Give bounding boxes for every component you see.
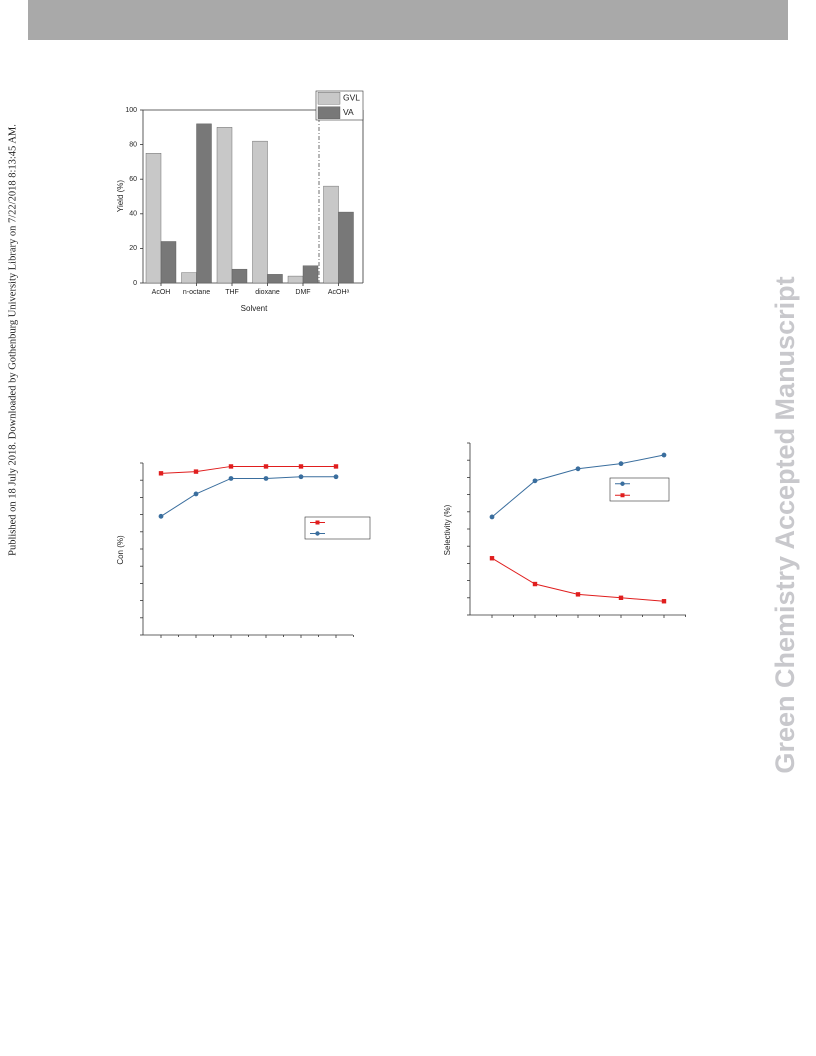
point <box>333 474 339 480</box>
y-tick-label: 80 <box>129 141 137 148</box>
legend-marker <box>315 531 320 536</box>
point <box>489 514 495 520</box>
y-tick-label: 0 <box>133 280 137 287</box>
y-axis-label: Con (%) <box>116 535 125 565</box>
bar <box>196 123 212 284</box>
side-note: Published on 18 July 2018. Downloaded by… <box>7 124 18 556</box>
bar <box>338 211 354 284</box>
y-tick-label: 60 <box>129 176 137 183</box>
point <box>263 476 269 481</box>
point <box>228 464 234 469</box>
point <box>532 478 538 484</box>
legend-marker <box>620 481 625 486</box>
point <box>575 466 581 472</box>
x-axis-label: Solvent <box>241 304 268 313</box>
legend-label: GVL <box>343 93 360 103</box>
point <box>193 469 199 474</box>
bar <box>302 265 319 284</box>
header-bar <box>28 0 788 40</box>
point <box>158 513 164 519</box>
point <box>263 464 269 469</box>
bar <box>287 275 304 284</box>
point <box>618 461 624 467</box>
y-tick-label: 100 <box>125 107 137 114</box>
point <box>661 452 667 458</box>
bar <box>267 274 283 284</box>
x-tick-label: THF <box>225 289 239 296</box>
bar <box>216 127 233 284</box>
y-tick-label: 20 <box>129 245 137 252</box>
y-tick-label: 40 <box>129 211 137 218</box>
x-tick-label: AcOHᵃ <box>328 289 350 296</box>
point <box>158 471 164 476</box>
watermark: Green Chemistry Accepted Manuscript <box>770 276 800 773</box>
x-tick-label: n-octane <box>183 289 210 296</box>
bar <box>252 140 268 284</box>
bar <box>323 185 339 284</box>
legend-swatch <box>317 106 341 119</box>
point <box>489 556 495 561</box>
point <box>618 595 624 600</box>
point <box>298 464 304 469</box>
bar <box>231 268 248 284</box>
x-tick-label: DMF <box>295 289 310 296</box>
point <box>532 581 538 587</box>
bar <box>181 272 197 284</box>
y-axis-label: Selectivity (%) <box>443 504 452 555</box>
point <box>575 592 581 597</box>
legend-label: VA <box>343 107 354 117</box>
x-tick-label: AcOH <box>152 289 171 296</box>
point <box>298 474 304 480</box>
legend-swatch <box>317 92 341 105</box>
point <box>661 599 667 604</box>
x-tick-label: dioxane <box>255 289 280 296</box>
point <box>333 464 339 469</box>
legend-marker <box>620 493 625 498</box>
bar <box>145 153 162 284</box>
legend-box <box>304 516 371 540</box>
legend-box <box>609 477 670 502</box>
bar <box>160 241 177 284</box>
series-line <box>160 465 336 474</box>
point <box>193 491 199 497</box>
legend-marker <box>315 520 320 525</box>
point <box>228 476 234 481</box>
y-axis-label: Yield (%) <box>116 180 125 212</box>
series-line <box>160 476 336 517</box>
